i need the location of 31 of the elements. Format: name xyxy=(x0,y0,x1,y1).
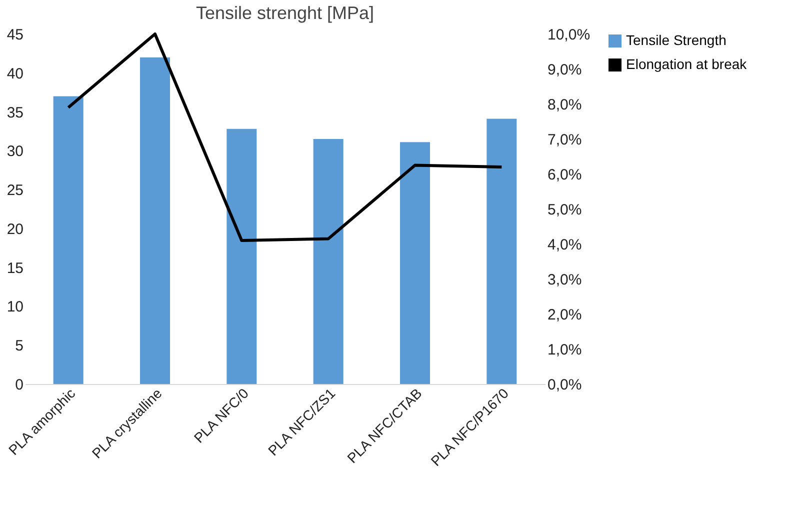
legend-label: Elongation at break xyxy=(626,56,748,72)
bar xyxy=(486,118,517,384)
line-series xyxy=(66,32,504,242)
y2-tick-label: 0,0% xyxy=(548,376,582,394)
y-tick-label: 5 xyxy=(15,338,24,355)
legend-label: Tensile Strength xyxy=(626,32,726,48)
bar xyxy=(400,142,430,384)
y-tick-label: 40 xyxy=(6,65,24,82)
y2-tick-label: 8,0% xyxy=(548,96,582,114)
y2-tick-label: 6,0% xyxy=(548,166,582,184)
bar xyxy=(140,57,170,384)
y-tick-label: 35 xyxy=(6,104,24,122)
y2-tick-label: 4,0% xyxy=(548,236,582,254)
y-tick-label: 30 xyxy=(6,143,24,160)
y-tick-label: 10 xyxy=(6,298,24,316)
y-tick-label: 20 xyxy=(6,220,24,238)
y2-tick-label: 10,0% xyxy=(548,26,590,44)
chart-title: Tensile strenght [MPa] xyxy=(196,3,374,23)
y2-tick-label: 5,0% xyxy=(548,202,582,218)
bar xyxy=(53,96,84,384)
y2-tick-label: 2,0% xyxy=(548,306,582,324)
y-tick-label: 45 xyxy=(6,26,24,44)
y2-tick-label: 7,0% xyxy=(548,132,582,148)
y2-tick-label: 1,0% xyxy=(548,342,582,358)
y-tick-label: 15 xyxy=(6,260,24,277)
y-tick-label: 25 xyxy=(6,182,24,200)
bar xyxy=(313,139,344,384)
y-tick-label: 0 xyxy=(15,376,24,394)
y2-tick-label: 3,0% xyxy=(548,272,582,288)
y2-tick-label: 9,0% xyxy=(548,62,582,78)
bar xyxy=(226,128,257,384)
